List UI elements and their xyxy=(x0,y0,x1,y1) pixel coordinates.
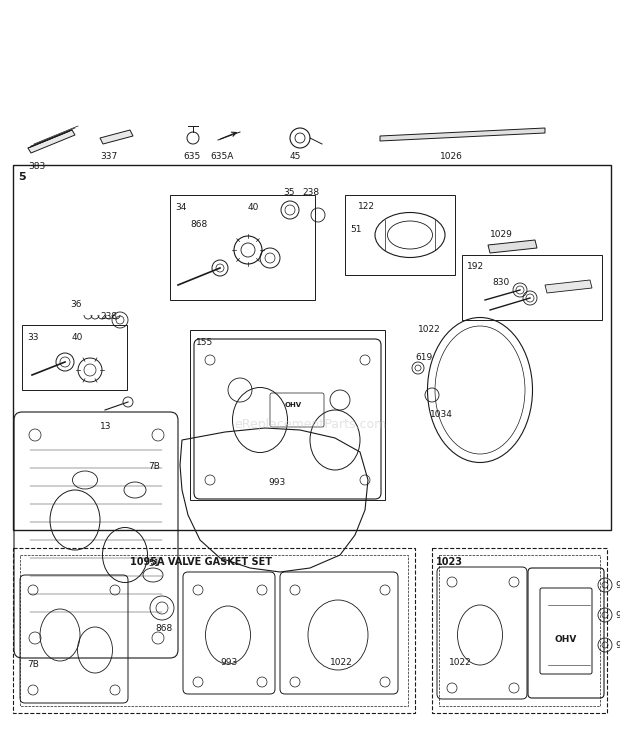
Bar xyxy=(190,330,385,500)
Polygon shape xyxy=(545,280,592,293)
Text: 619: 619 xyxy=(415,353,432,362)
Text: 1029: 1029 xyxy=(490,230,513,239)
Text: 34: 34 xyxy=(175,203,187,212)
Text: 383: 383 xyxy=(28,162,45,171)
Text: 914B: 914B xyxy=(615,641,620,650)
Text: 35: 35 xyxy=(283,188,294,197)
Text: 238: 238 xyxy=(100,312,117,321)
Bar xyxy=(13,165,611,530)
Bar xyxy=(20,555,408,706)
Polygon shape xyxy=(488,240,537,253)
Bar xyxy=(432,548,607,713)
Text: 5: 5 xyxy=(18,172,25,182)
Text: 868: 868 xyxy=(190,220,207,229)
Text: 635: 635 xyxy=(183,152,200,161)
Text: 13: 13 xyxy=(100,422,112,431)
Text: 238: 238 xyxy=(302,188,319,197)
Text: 1026: 1026 xyxy=(440,152,463,161)
Bar xyxy=(439,555,600,706)
Text: 192: 192 xyxy=(467,262,484,271)
Text: 914: 914 xyxy=(615,580,620,589)
Text: 1022: 1022 xyxy=(330,658,353,667)
Bar xyxy=(462,255,602,320)
Bar xyxy=(170,195,315,300)
Text: OHV: OHV xyxy=(285,402,302,408)
Text: 45: 45 xyxy=(290,152,301,161)
Text: 7B: 7B xyxy=(148,462,160,471)
Text: 1023: 1023 xyxy=(436,557,463,567)
Text: 635A: 635A xyxy=(210,152,233,161)
Text: 914A: 914A xyxy=(615,611,620,620)
Text: 1095A VALVE GASKET SET: 1095A VALVE GASKET SET xyxy=(130,557,272,567)
Bar xyxy=(22,325,127,390)
Text: 51: 51 xyxy=(148,559,159,568)
Text: 993: 993 xyxy=(220,658,237,667)
Bar xyxy=(345,195,455,275)
Text: eReplacementParts.com: eReplacementParts.com xyxy=(234,417,386,431)
Text: 36: 36 xyxy=(70,300,81,309)
Text: OHV: OHV xyxy=(555,635,577,644)
Polygon shape xyxy=(380,128,545,141)
Text: 1022: 1022 xyxy=(449,658,472,667)
Text: 40: 40 xyxy=(248,203,259,212)
Text: 830: 830 xyxy=(492,278,509,287)
Text: 7B: 7B xyxy=(27,660,39,669)
Text: 40: 40 xyxy=(72,333,83,342)
Polygon shape xyxy=(28,130,75,153)
Text: 993: 993 xyxy=(268,478,285,487)
Text: 33: 33 xyxy=(27,333,38,342)
Bar xyxy=(13,548,415,713)
Text: 1022: 1022 xyxy=(418,325,441,334)
Text: 868: 868 xyxy=(155,624,172,633)
Text: 1034: 1034 xyxy=(430,410,453,419)
Polygon shape xyxy=(100,130,133,144)
Text: 51: 51 xyxy=(350,225,361,234)
Text: 155: 155 xyxy=(196,338,213,347)
Text: 337: 337 xyxy=(100,152,117,161)
Text: 122: 122 xyxy=(358,202,375,211)
